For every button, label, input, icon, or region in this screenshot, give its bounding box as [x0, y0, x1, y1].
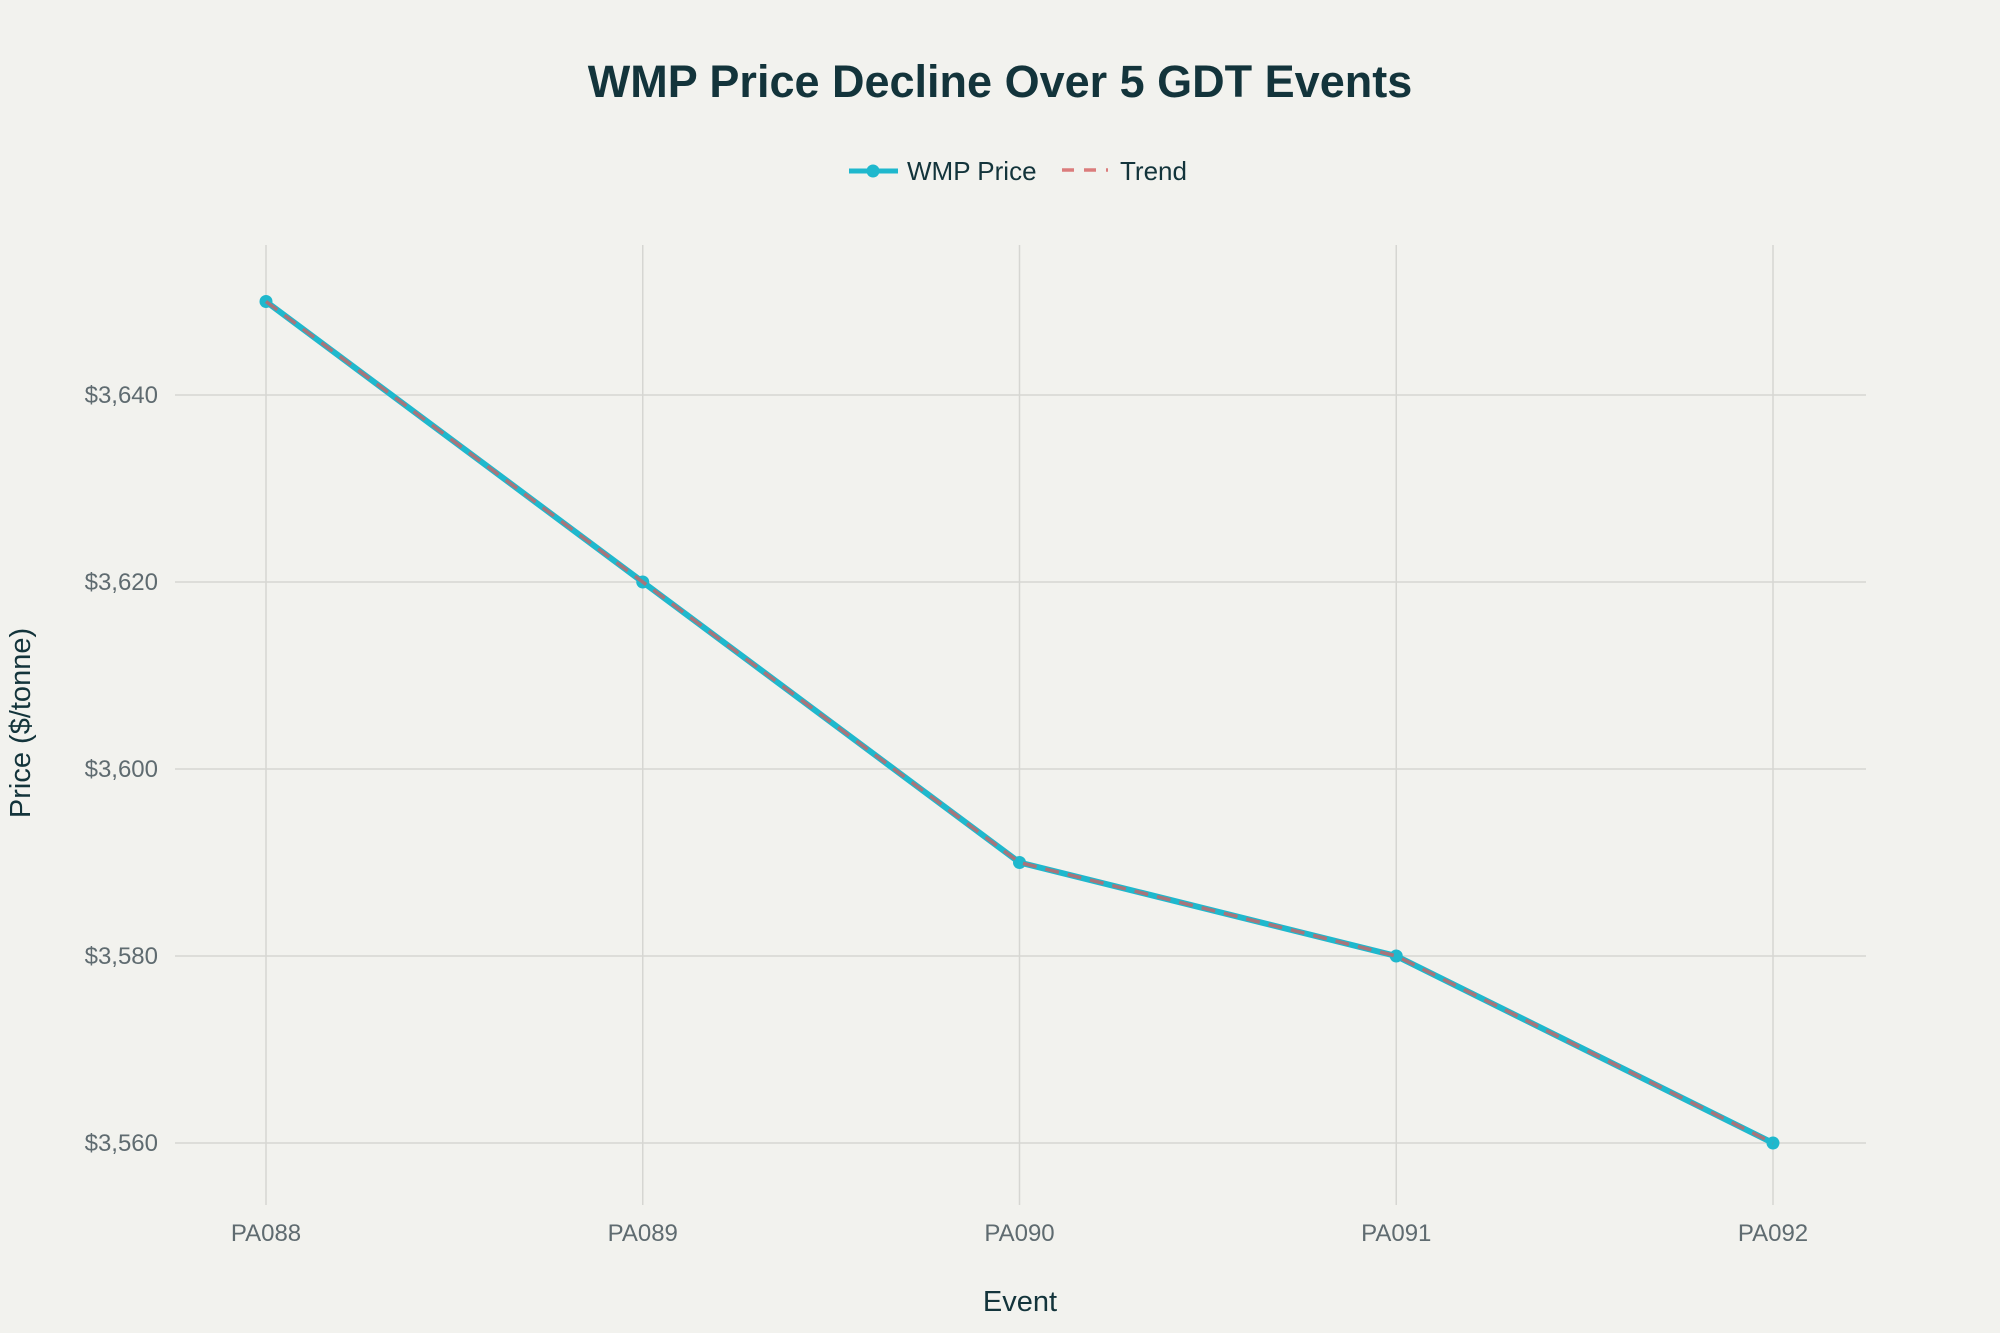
- legend-marker-wmp-price: [866, 164, 880, 178]
- legend-label-trend: Trend: [1120, 156, 1187, 186]
- y-tick-label: $3,640: [85, 382, 158, 409]
- y-tick-label: $3,600: [85, 756, 158, 783]
- x-tick-label: PA089: [608, 1220, 678, 1247]
- legend-label-wmp-price: WMP Price: [907, 156, 1037, 186]
- grid: [175, 245, 1866, 1205]
- data-point: [1389, 949, 1403, 963]
- x-tick-label: PA088: [231, 1220, 301, 1247]
- chart-title: WMP Price Decline Over 5 GDT Events: [588, 56, 1412, 107]
- x-tick-label: PA090: [984, 1220, 1054, 1247]
- x-tick-label: PA091: [1361, 1220, 1431, 1247]
- y-tick-label: $3,580: [85, 943, 158, 970]
- y-axis-ticks: $3,560 $3,580 $3,600 $3,620 $3,640: [85, 382, 158, 1157]
- x-axis-title: Event: [983, 1286, 1057, 1318]
- legend: WMP Price Trend: [849, 156, 1187, 186]
- y-tick-label: $3,620: [85, 569, 158, 596]
- x-axis-ticks: PA088 PA089 PA090 PA091 PA092: [231, 1220, 1808, 1247]
- series-layer: [259, 295, 1780, 1150]
- y-axis-title: Price ($/tonne): [5, 628, 37, 818]
- x-tick-label: PA092: [1738, 1220, 1808, 1247]
- data-point: [1013, 856, 1026, 869]
- y-tick-label: $3,560: [85, 1130, 158, 1157]
